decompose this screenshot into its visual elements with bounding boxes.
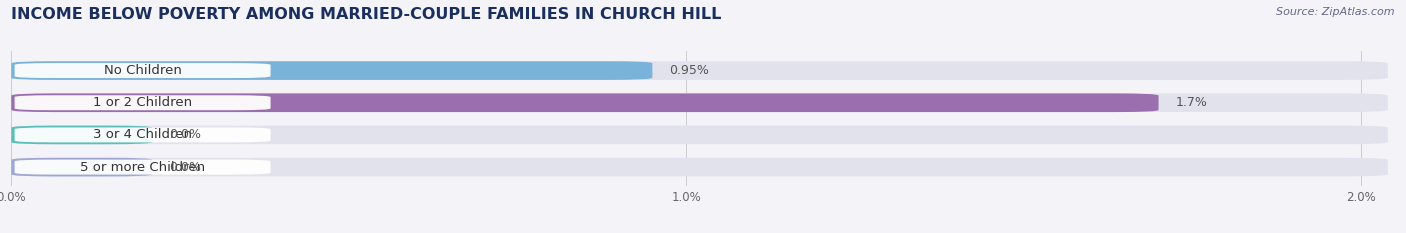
Text: No Children: No Children xyxy=(104,64,181,77)
FancyBboxPatch shape xyxy=(11,61,1388,80)
FancyBboxPatch shape xyxy=(14,95,270,110)
FancyBboxPatch shape xyxy=(11,126,152,144)
Text: 0.95%: 0.95% xyxy=(669,64,709,77)
Text: 3 or 4 Children: 3 or 4 Children xyxy=(93,128,193,141)
FancyBboxPatch shape xyxy=(11,126,1388,144)
FancyBboxPatch shape xyxy=(14,160,270,175)
FancyBboxPatch shape xyxy=(11,158,152,176)
Text: INCOME BELOW POVERTY AMONG MARRIED-COUPLE FAMILIES IN CHURCH HILL: INCOME BELOW POVERTY AMONG MARRIED-COUPL… xyxy=(11,7,721,22)
Text: 5 or more Children: 5 or more Children xyxy=(80,161,205,174)
FancyBboxPatch shape xyxy=(11,61,652,80)
FancyBboxPatch shape xyxy=(14,127,270,142)
Text: 1.7%: 1.7% xyxy=(1175,96,1208,109)
FancyBboxPatch shape xyxy=(14,63,270,78)
Text: 1 or 2 Children: 1 or 2 Children xyxy=(93,96,193,109)
Text: 0.0%: 0.0% xyxy=(169,128,201,141)
Text: Source: ZipAtlas.com: Source: ZipAtlas.com xyxy=(1277,7,1395,17)
Text: 0.0%: 0.0% xyxy=(169,161,201,174)
FancyBboxPatch shape xyxy=(11,158,1388,176)
FancyBboxPatch shape xyxy=(11,93,1388,112)
FancyBboxPatch shape xyxy=(11,93,1159,112)
